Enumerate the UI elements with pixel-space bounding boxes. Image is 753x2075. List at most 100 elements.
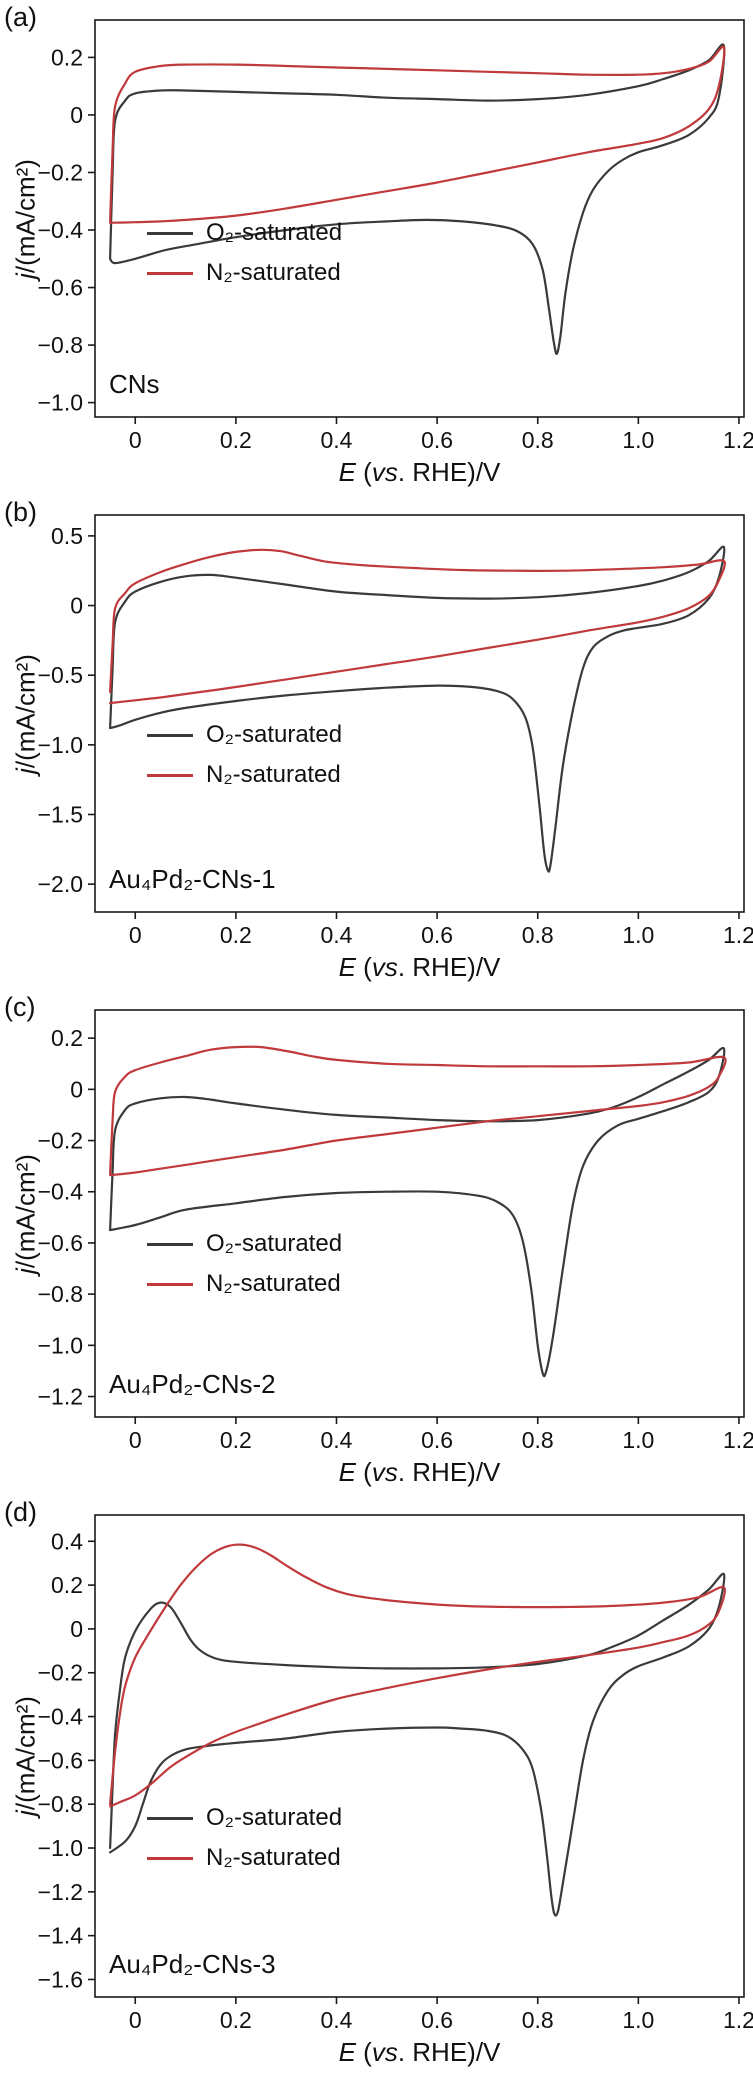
svg-text:−1.2: −1.2 — [38, 1879, 83, 1905]
svg-text:0.5: 0.5 — [51, 523, 83, 549]
legend-line-n2 — [147, 1856, 193, 1860]
xlabel-rest: . RHE)/V — [397, 457, 501, 487]
svg-text:0: 0 — [129, 922, 142, 948]
legend-item-n2-saturated: N₂-saturated — [147, 1270, 342, 1298]
legend-item-n2-saturated: N₂-saturated — [147, 761, 342, 789]
svg-text:−0.2: −0.2 — [38, 159, 83, 185]
svg-text:0.2: 0.2 — [51, 1572, 83, 1598]
svg-text:0.8: 0.8 — [522, 2007, 554, 2033]
cv-panel-a: 0 0.2 0.4 0.6 0.8 1.0 1.2 0.2 0 −0.2 −0.4 −0.6 −0.8 −… — [0, 0, 753, 495]
legend-line-n2 — [147, 773, 193, 777]
xlabel-mid: ( — [355, 457, 372, 487]
legend: O₂-saturated N₂-saturated — [147, 1804, 342, 1872]
legend-item-o2-saturated: O₂-saturated — [147, 219, 342, 247]
xlabel-mid: ( — [355, 1457, 372, 1487]
svg-text:0.4: 0.4 — [320, 1427, 352, 1453]
legend-item-o2-saturated: O₂-saturated — [147, 721, 342, 749]
y-axis-label: j/(mA/cm²) — [11, 1154, 42, 1274]
svg-text:0: 0 — [70, 102, 83, 128]
legend-item-n2-saturated: N₂-saturated — [147, 259, 342, 287]
legend-label-n2: N₂-saturated — [206, 1844, 341, 1871]
svg-text:0.4: 0.4 — [320, 2007, 352, 2033]
catalyst-label: CNs — [109, 369, 160, 399]
svg-text:1.0: 1.0 — [622, 2007, 654, 2033]
panel-tag: (a) — [4, 2, 37, 32]
svg-text:−1.5: −1.5 — [38, 801, 83, 827]
svg-text:−0.6: −0.6 — [38, 275, 83, 301]
xlabel-E: E — [338, 1457, 356, 1487]
svg-text:−1.4: −1.4 — [38, 1923, 84, 1949]
cv-plot-d: 0 0.2 0.4 0.6 0.8 1.0 1.2 0.4 0.2 0 −0.2 −0.4 −0.6 −0… — [38, 1514, 753, 2033]
legend-label-n2: N₂-saturated — [206, 1270, 341, 1297]
svg-text:1.2: 1.2 — [723, 922, 753, 948]
svg-text:0: 0 — [129, 1427, 142, 1453]
legend-line-o2 — [147, 733, 193, 737]
svg-text:0.2: 0.2 — [51, 1025, 83, 1051]
legend-label-o2: O₂-saturated — [206, 219, 343, 246]
svg-text:0.8: 0.8 — [522, 922, 554, 948]
panel-tag: (b) — [4, 497, 37, 527]
svg-text:0: 0 — [129, 427, 142, 453]
ylabel-units: /(mA/cm²) — [10, 1696, 41, 1811]
xlabel-rest: . RHE)/V — [397, 2037, 501, 2067]
legend-line-o2 — [147, 1242, 193, 1246]
legend-label-o2: O₂-saturated — [206, 1804, 343, 1831]
svg-text:−0.8: −0.8 — [38, 332, 83, 358]
svg-text:−0.4: −0.4 — [38, 1704, 84, 1730]
x-axis-label: E (vs. RHE)/V — [339, 457, 501, 488]
svg-text:−1.0: −1.0 — [38, 1835, 83, 1861]
xlabel-mid: ( — [355, 952, 372, 982]
svg-text:−0.4: −0.4 — [38, 217, 84, 243]
legend-item-o2-saturated: O₂-saturated — [147, 1804, 342, 1832]
legend-line-n2 — [147, 1282, 193, 1286]
y-axis-label: j/(mA/cm²) — [11, 1696, 42, 1816]
svg-text:−0.6: −0.6 — [38, 1747, 83, 1773]
cv-plot-b: 0 0.2 0.4 0.6 0.8 1.0 1.2 0.5 0 −0.5 −1.0 −1.5 −2.0 — [38, 514, 753, 948]
xlabel-rest: . RHE)/V — [397, 1457, 501, 1487]
svg-text:0.4: 0.4 — [320, 427, 352, 453]
cv-panel-c: 0 0.2 0.4 0.6 0.8 1.0 1.2 0.2 0 −0.2 −0.4 −0.6 −0.8 −… — [0, 990, 753, 1495]
svg-text:0.2: 0.2 — [220, 922, 252, 948]
svg-text:−1.2: −1.2 — [38, 1384, 83, 1410]
svg-text:1.2: 1.2 — [723, 2007, 753, 2033]
svg-text:0.2: 0.2 — [220, 427, 252, 453]
svg-text:0.6: 0.6 — [421, 427, 453, 453]
ylabel-j: j — [10, 767, 41, 774]
svg-text:−1.6: −1.6 — [38, 1966, 83, 1992]
svg-text:0.4: 0.4 — [51, 1528, 83, 1554]
panel-tag: (c) — [4, 992, 36, 1022]
svg-text:0.2: 0.2 — [220, 2007, 252, 2033]
ylabel-units: /(mA/cm²) — [10, 1153, 41, 1268]
ylabel-units: /(mA/cm²) — [10, 158, 41, 273]
legend-label-o2: O₂-saturated — [206, 1230, 343, 1257]
svg-text:0.2: 0.2 — [51, 44, 83, 70]
legend-line-n2 — [147, 271, 193, 275]
legend: O₂-saturated N₂-saturated — [147, 219, 342, 287]
svg-text:0.6: 0.6 — [421, 922, 453, 948]
svg-text:−0.8: −0.8 — [38, 1791, 83, 1817]
legend-label-n2: N₂-saturated — [206, 259, 341, 286]
svg-text:0.6: 0.6 — [421, 2007, 453, 2033]
svg-text:0.6: 0.6 — [421, 1427, 453, 1453]
legend-line-o2 — [147, 231, 193, 235]
ylabel-units: /(mA/cm²) — [10, 653, 41, 768]
svg-text:0.8: 0.8 — [522, 1427, 554, 1453]
svg-text:−0.6: −0.6 — [38, 1230, 83, 1256]
svg-text:0.8: 0.8 — [522, 427, 554, 453]
svg-text:1.0: 1.0 — [622, 922, 654, 948]
y-axis-label: j/(mA/cm²) — [11, 159, 42, 279]
catalyst-label: Au₄Pd₂-CNs-2 — [109, 1369, 276, 1399]
svg-text:1.0: 1.0 — [622, 427, 654, 453]
catalyst-label: Au₄Pd₂-CNs-1 — [109, 864, 276, 894]
xlabel-vs: vs — [371, 952, 398, 982]
xlabel-E: E — [338, 457, 356, 487]
legend: O₂-saturated N₂-saturated — [147, 1230, 342, 1298]
ylabel-j: j — [10, 1810, 41, 1816]
xlabel-mid: ( — [355, 2037, 372, 2067]
x-axis-label: E (vs. RHE)/V — [339, 952, 501, 983]
svg-text:0: 0 — [70, 1076, 83, 1102]
legend-label-n2: N₂-saturated — [206, 761, 341, 788]
svg-text:1.0: 1.0 — [622, 1427, 654, 1453]
svg-text:−0.2: −0.2 — [38, 1128, 83, 1154]
